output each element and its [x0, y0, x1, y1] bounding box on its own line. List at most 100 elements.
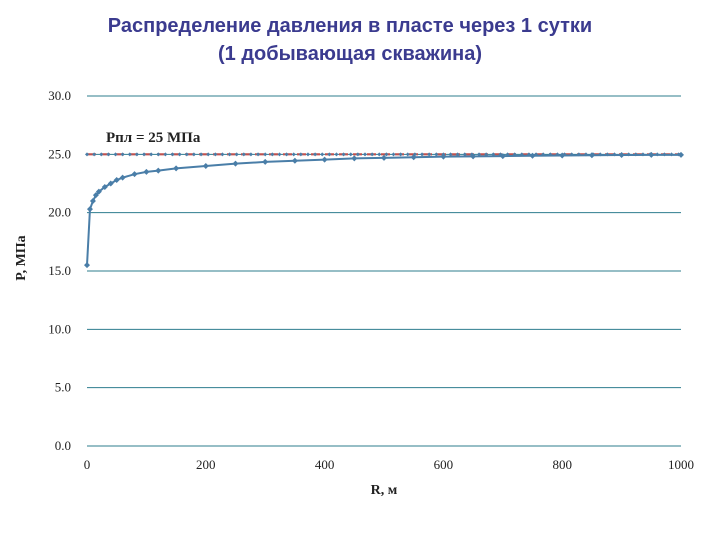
pressure-data-point: [113, 177, 120, 183]
x-tick-label: 800: [552, 457, 572, 472]
pressure-data-point: [470, 153, 477, 160]
pressure-data-point: [119, 174, 126, 181]
y-tick-label: 30.0: [48, 88, 71, 103]
y-axis-title: P, МПа: [14, 235, 29, 280]
pressure-data-point: [351, 155, 358, 162]
pressure-data-point: [107, 180, 114, 187]
reference-marker: [427, 152, 432, 157]
reference-marker: [206, 152, 211, 157]
reference-marker: [113, 152, 118, 157]
reference-marker: [348, 152, 353, 157]
pressure-data-point: [648, 151, 655, 158]
reference-marker: [270, 152, 275, 157]
pressure-data-point: [173, 165, 180, 172]
pressure-data-point: [143, 168, 150, 175]
reference-marker: [92, 152, 97, 157]
reference-marker: [149, 152, 154, 157]
reference-marker: [391, 152, 396, 157]
x-tick-label: 0: [84, 457, 91, 472]
reference-marker: [362, 152, 367, 157]
y-tick-label: 0.0: [55, 438, 71, 453]
pressure-data-point: [232, 160, 239, 167]
reference-marker: [420, 152, 425, 157]
pressure-data-point: [678, 151, 684, 158]
pressure-data-point: [529, 152, 536, 159]
series-group: [84, 151, 684, 269]
pressure-data-point: [559, 152, 566, 159]
reference-marker: [234, 152, 239, 157]
reference-marker: [106, 152, 111, 157]
reference-marker: [277, 152, 282, 157]
y-tick-label: 25.0: [48, 146, 71, 161]
reference-marker: [220, 152, 225, 157]
reference-marker: [241, 152, 246, 157]
reference-marker: [163, 152, 168, 157]
reference-marker: [434, 152, 439, 157]
reference-marker: [455, 152, 460, 157]
reference-marker: [355, 152, 360, 157]
reference-marker: [320, 152, 325, 157]
pressure-data-point: [410, 154, 417, 161]
pressure-data-point: [618, 152, 625, 159]
reference-marker: [405, 152, 410, 157]
reference-marker: [248, 152, 253, 157]
reference-marker: [99, 152, 104, 157]
chart-title-line-2: (1 добывающая скважина): [217, 43, 482, 65]
reference-marker: [227, 152, 232, 157]
reference-marker: [305, 152, 310, 157]
reference-marker: [462, 152, 467, 157]
pressure-data-point: [95, 188, 102, 195]
x-tick-label: 200: [196, 457, 216, 472]
pressure-data-point: [291, 157, 298, 164]
reference-marker: [120, 152, 125, 157]
y-tick-label: 10.0: [48, 321, 71, 336]
reference-marker: [477, 152, 482, 157]
reference-marker: [334, 152, 339, 157]
pressure-data-point: [381, 154, 387, 161]
pressure-data-point: [321, 156, 328, 163]
pressure-data-point: [440, 153, 447, 160]
pressure-data-point: [155, 167, 162, 174]
reference-marker: [142, 152, 147, 157]
tick-labels: 0.0 5.0 10.0 15.0 20.0 25.0 30.0 0 200 400 600 800 1…: [48, 88, 694, 472]
pressure-data-point: [84, 262, 90, 269]
reference-marker: [256, 152, 261, 157]
reference-marker: [291, 152, 296, 157]
x-tick-label: 600: [434, 457, 454, 472]
pressure-series-line: [86, 153, 681, 266]
reservoir-pressure-annotation: Рпл = 25 МПа: [106, 130, 201, 146]
reference-marker: [177, 152, 182, 157]
reference-marker: [191, 152, 196, 157]
x-tick-label: 1000: [668, 457, 694, 472]
reference-marker: [85, 152, 89, 157]
reference-marker: [127, 152, 132, 157]
y-tick-label: 20.0: [48, 205, 71, 220]
reference-marker: [327, 152, 332, 157]
reference-marker: [213, 152, 218, 157]
reference-marker: [298, 152, 303, 157]
pressure-data-point: [202, 163, 209, 169]
reference-marker: [199, 152, 204, 157]
chart-title-line-1: Распределение давления в пласте через 1 …: [107, 15, 593, 37]
pressure-data-point: [131, 171, 138, 178]
pressure-data-point: [262, 158, 269, 165]
y-tick-label: 15.0: [48, 263, 71, 278]
reference-marker: [370, 152, 375, 157]
reference-marker: [170, 152, 175, 157]
y-tick-label: 5.0: [55, 380, 71, 395]
pressure-data-point: [499, 153, 506, 160]
grid-lines: [87, 95, 681, 447]
pressure-data-point: [89, 198, 96, 204]
reference-marker: [284, 152, 289, 157]
x-axis-title: R, м: [371, 483, 398, 498]
x-tick-label: 400: [315, 457, 335, 472]
reference-marker: [134, 152, 139, 157]
reference-marker: [341, 152, 346, 157]
reference-marker: [184, 152, 189, 157]
reference-marker: [263, 152, 268, 157]
reference-marker: [313, 152, 318, 157]
reference-marker: [384, 152, 389, 157]
reference-marker: [156, 152, 161, 157]
pressure-data-point: [588, 152, 595, 159]
pressure-data-point: [101, 184, 108, 190]
